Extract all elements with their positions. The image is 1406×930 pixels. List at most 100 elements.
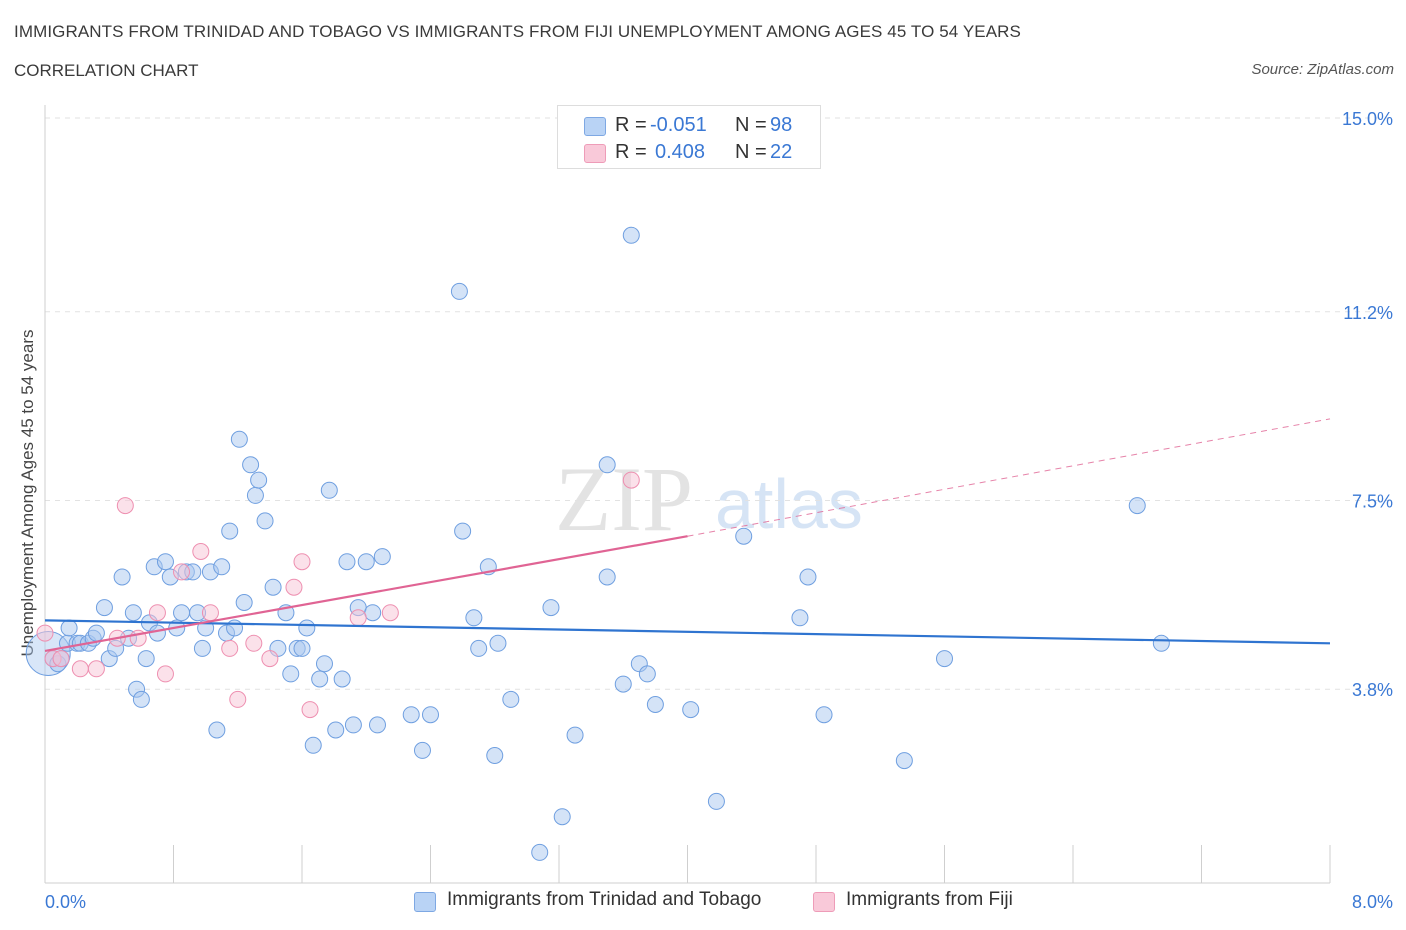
- trinidad-point: [470, 639, 488, 657]
- trinidad-point: [614, 675, 632, 693]
- trinidad-point: [422, 706, 439, 724]
- legend-r-label: R =: [615, 114, 647, 136]
- series-fiji-points: [36, 471, 640, 719]
- trinidad-point: [450, 282, 468, 300]
- bottom-legend-swatch-fiji: [813, 892, 835, 912]
- fiji-point: [52, 650, 70, 668]
- trinidad-point: [357, 553, 375, 571]
- y-axis-label: Unemployment Among Ages 45 to 54 years: [18, 330, 37, 657]
- trinidad-point: [311, 670, 329, 688]
- trinidad-point: [486, 747, 504, 764]
- series-trinidad-points: [25, 226, 1170, 861]
- legend-n-value: 22: [770, 141, 793, 163]
- legend-n-label: N =: [735, 114, 767, 136]
- trinidad-point: [315, 655, 333, 673]
- trinidad-point: [638, 665, 656, 683]
- trinidad-point: [246, 486, 264, 504]
- trinidad-point: [454, 522, 472, 540]
- source-credit: Source: ZipAtlas.com: [1251, 61, 1394, 78]
- trinidad-point: [293, 639, 311, 657]
- y-tick-label-0: 3.8%: [1352, 680, 1393, 700]
- fiji-point: [71, 660, 89, 678]
- fiji-point: [87, 660, 105, 678]
- trinidad-point: [598, 568, 616, 586]
- trinidad-point: [895, 752, 913, 770]
- trinidad-point: [113, 568, 131, 586]
- fiji-point: [36, 624, 54, 642]
- trinidad-point: [264, 578, 282, 596]
- trinidad-point: [95, 599, 113, 617]
- trinidad-point: [320, 481, 338, 499]
- trinidad-point: [230, 430, 248, 448]
- trinidad-point: [566, 726, 584, 744]
- trinidad-point: [282, 665, 300, 683]
- trinidad-point: [682, 701, 700, 719]
- trinidad-point: [87, 624, 105, 642]
- legend-n-value: 98: [770, 114, 793, 136]
- gridlines: [45, 117, 1393, 690]
- trinidad-point: [338, 553, 356, 571]
- trinidad-point: [235, 594, 253, 611]
- fiji-point: [381, 604, 399, 622]
- chart-title: IMMIGRANTS FROM TRINIDAD AND TOBAGO VS I…: [14, 22, 1021, 41]
- y-tick-labels: 3.8% 7.5% 11.2% 15.0%: [1342, 109, 1393, 700]
- trinidad-point: [936, 650, 953, 668]
- trinidad-point: [707, 792, 725, 810]
- trinidad-point: [304, 736, 322, 754]
- fiji-point: [301, 701, 319, 719]
- trinidad-point: [344, 716, 362, 734]
- trinidad-point: [193, 639, 211, 657]
- axes: [44, 105, 1331, 884]
- legend-row-fiji: R = 0.408 N = 22: [558, 141, 820, 165]
- trinidad-point: [542, 599, 560, 617]
- trinidad-point: [213, 558, 231, 576]
- trinidad-point: [298, 619, 316, 637]
- fiji-point: [261, 650, 279, 668]
- legend-r-value: -0.051: [650, 114, 707, 136]
- y-tick-label-1: 7.5%: [1352, 492, 1393, 512]
- trinidad-point: [250, 471, 268, 489]
- fiji-point: [192, 543, 210, 560]
- trinidad-point: [327, 721, 345, 739]
- trinidad-point: [646, 696, 664, 713]
- trinidad-point: [137, 650, 155, 668]
- chart-subtitle: CORRELATION CHART: [14, 61, 199, 80]
- y-tick-label-2: 11.2%: [1343, 303, 1393, 323]
- legend-swatch-fiji: [584, 144, 606, 163]
- fiji-point: [173, 563, 191, 581]
- legend-swatch-trinidad: [584, 117, 606, 136]
- trinidad-point: [413, 741, 431, 759]
- trinidad-point: [402, 706, 420, 724]
- fiji-point: [116, 497, 134, 515]
- trinidad-point: [489, 634, 507, 652]
- fiji-trendline-extension: [687, 418, 1331, 537]
- bottom-legend-label-fiji: Immigrants from Fiji: [846, 889, 1013, 910]
- fiji-point: [285, 578, 303, 596]
- fiji-trendline: [44, 535, 688, 653]
- trinidad-point: [553, 808, 571, 826]
- bottom-legend-swatch-trinidad: [414, 892, 436, 912]
- watermark-zip: ZIP: [555, 448, 693, 550]
- trinidad-point: [531, 843, 549, 861]
- fiji-point: [349, 609, 367, 627]
- fiji-point: [221, 639, 239, 657]
- trinidad-point: [60, 619, 78, 637]
- fiji-point: [148, 604, 166, 622]
- trinidad-point: [465, 609, 483, 627]
- fiji-point: [622, 471, 640, 489]
- trinidad-point: [799, 568, 817, 586]
- fiji-point: [201, 604, 219, 622]
- trendlines: [44, 418, 1331, 653]
- trinidad-point: [791, 609, 809, 627]
- trinidad-point: [1152, 634, 1170, 652]
- fiji-point: [156, 665, 174, 683]
- y-tick-label-3: 15.0%: [1342, 109, 1393, 129]
- trinidad-point: [242, 456, 260, 474]
- x-tick-label-min: 0.0%: [45, 892, 86, 912]
- x-tick-label-max: 8.0%: [1352, 892, 1393, 912]
- legend-row-trinidad: R = -0.051 N = 98: [558, 114, 820, 138]
- x-tick-labels: 0.0% 8.0%: [45, 892, 1393, 912]
- trinidad-point: [622, 226, 640, 244]
- trinidad-point: [333, 670, 351, 688]
